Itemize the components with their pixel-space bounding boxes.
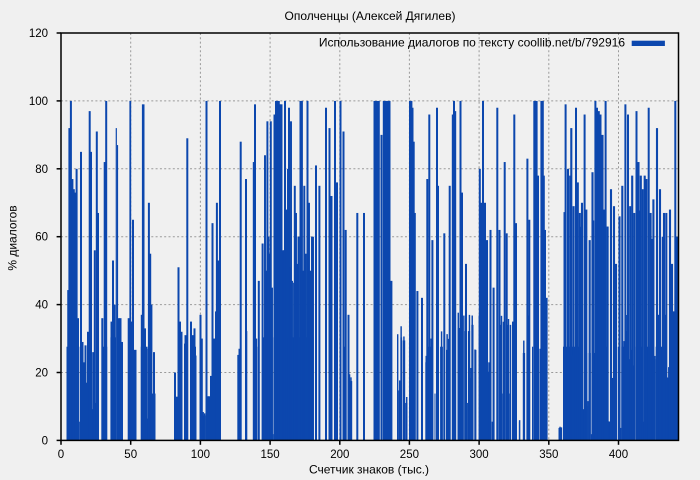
svg-text:350: 350 — [539, 449, 558, 461]
svg-text:100: 100 — [191, 449, 210, 461]
svg-text:120: 120 — [29, 28, 48, 40]
svg-text:Ополченцы (Алексей Дягилев): Ополченцы (Алексей Дягилев) — [285, 9, 456, 23]
svg-text:250: 250 — [400, 449, 419, 461]
svg-text:20: 20 — [35, 368, 48, 380]
svg-text:Использование диалогов по текс: Использование диалогов по тексту coollib… — [319, 35, 625, 49]
svg-text:Счетчик знаков (тыс.): Счетчик знаков (тыс.) — [309, 463, 429, 477]
svg-text:400: 400 — [609, 449, 628, 461]
svg-text:60: 60 — [35, 232, 48, 244]
svg-text:100: 100 — [29, 96, 48, 108]
svg-text:0: 0 — [42, 435, 48, 447]
svg-text:% диалогов: % диалогов — [6, 205, 20, 270]
svg-text:80: 80 — [35, 164, 48, 176]
svg-text:0: 0 — [58, 449, 64, 461]
svg-text:40: 40 — [35, 300, 48, 312]
svg-text:50: 50 — [124, 449, 137, 461]
svg-text:200: 200 — [330, 449, 349, 461]
svg-text:300: 300 — [470, 449, 489, 461]
svg-text:150: 150 — [261, 449, 280, 461]
